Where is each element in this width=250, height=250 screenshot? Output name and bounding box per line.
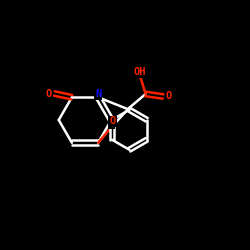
Text: OH: OH xyxy=(133,67,145,77)
Text: O: O xyxy=(46,88,52,99)
Text: O: O xyxy=(110,116,116,126)
Text: N: N xyxy=(95,89,101,99)
Text: O: O xyxy=(166,92,172,102)
Text: N: N xyxy=(108,118,114,128)
